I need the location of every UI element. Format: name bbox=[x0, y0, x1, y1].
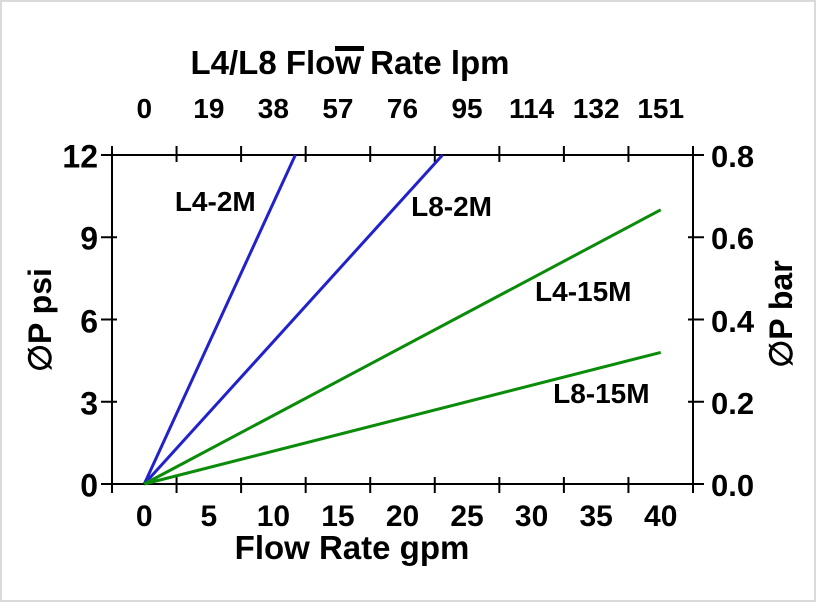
bottom-axis-tick-label: 40 bbox=[644, 500, 678, 533]
left-axis-tick-label: 9 bbox=[80, 220, 98, 257]
left-axis-tick-label: 12 bbox=[62, 138, 98, 175]
top-axis-tick-label: 0 bbox=[136, 93, 153, 124]
series-label-l4-2m: L4-2M bbox=[174, 185, 256, 217]
right-axis-tick-label: 0.6 bbox=[711, 221, 755, 257]
top-axis-tick-label: 19 bbox=[193, 93, 225, 124]
series-line-l8-2m bbox=[143, 153, 444, 486]
top-axis-tick-label: 38 bbox=[257, 93, 289, 124]
series-label-l8-2m: L8-2M bbox=[411, 191, 492, 223]
right-axis-tick-label: 0.2 bbox=[711, 385, 755, 421]
left-axis-tick-label: 0 bbox=[80, 467, 98, 504]
right-axis-tick-label: 0.0 bbox=[711, 468, 755, 503]
right-axis-tick-label: 0.8 bbox=[711, 139, 755, 174]
top-axis-tick-label: 132 bbox=[572, 93, 620, 124]
top-axis-tick-label: 114 bbox=[509, 93, 555, 124]
series-line-l4-15m bbox=[143, 208, 662, 486]
bottom-axis-tick-label: 35 bbox=[579, 500, 613, 533]
bottom-axis-tick-label: 25 bbox=[450, 500, 484, 533]
top-axis-tick-label: 57 bbox=[322, 93, 354, 124]
right-axis-title: ∅P bar bbox=[763, 260, 799, 368]
right-axis-tick-label: 0.4 bbox=[711, 303, 755, 339]
top-axis-tick-label: 151 bbox=[637, 93, 685, 124]
bottom-axis-tick-label: 15 bbox=[321, 500, 355, 533]
left-axis-tick-label: 3 bbox=[80, 385, 98, 422]
bottom-axis-tick-label: 5 bbox=[200, 500, 218, 533]
series-label-l8-15m: L8-15M bbox=[553, 377, 650, 409]
left-axis-tick-label: 6 bbox=[80, 303, 98, 339]
bottom-axis-tick-label: 20 bbox=[385, 500, 420, 533]
bottom-axis-tick-label: 30 bbox=[514, 500, 549, 533]
series-line-l8-15m bbox=[143, 350, 662, 486]
top-axis-tick-label: 95 bbox=[451, 93, 483, 124]
title-overline-artifact bbox=[335, 46, 364, 51]
bottom-axis-tick-label: 10 bbox=[256, 500, 291, 533]
series-label-l4-15m: L4-15M bbox=[535, 276, 632, 308]
bottom-axis-title: Flow Rate gpm bbox=[234, 529, 470, 566]
bottom-axis-tick-label: 0 bbox=[135, 500, 153, 533]
top-axis-tick-label: 76 bbox=[386, 93, 419, 124]
left-axis-title: ∅P psi bbox=[22, 268, 58, 372]
series-line-l4-2m bbox=[142, 154, 297, 485]
